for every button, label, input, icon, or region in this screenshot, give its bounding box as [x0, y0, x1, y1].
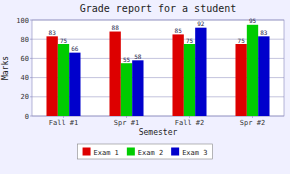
x-tick-label: Fall #2 — [175, 119, 205, 127]
chart-container: Grade report for a student 0 20 40 60 80 100 83… — [0, 0, 290, 174]
x-tick — [63, 116, 64, 118]
bar — [195, 28, 206, 116]
bar — [109, 32, 120, 116]
bars — [46, 25, 269, 116]
legend-label: Exam 2 — [138, 149, 163, 157]
y-axis-label: Marks — [1, 56, 10, 80]
legend-label: Exam 1 — [94, 149, 119, 157]
x-tick — [189, 116, 190, 118]
bar — [69, 53, 80, 116]
data-label: 92 — [197, 20, 205, 27]
bar — [132, 60, 143, 116]
data-label: 55 — [123, 56, 131, 63]
plot-area — [32, 20, 284, 116]
grid-line — [32, 39, 284, 40]
y-tick-label: 60 — [21, 55, 29, 63]
y-tick-label: 20 — [21, 93, 29, 101]
y-tick-label: 40 — [21, 74, 29, 82]
legend-swatch — [83, 148, 91, 156]
bar — [172, 34, 183, 116]
legend: Exam 1 Exam 2 Exam 3 — [78, 144, 213, 159]
data-labels: 838885757555759566589283 — [49, 17, 268, 62]
title: Grade report for a student — [80, 3, 237, 14]
data-label: 75 — [186, 37, 194, 44]
data-label: 83 — [260, 29, 268, 36]
data-label: 83 — [49, 29, 57, 36]
x-tick — [252, 116, 253, 118]
y-tick — [30, 77, 32, 78]
bar — [258, 36, 269, 116]
y-tick — [30, 96, 32, 97]
y-tick — [30, 20, 32, 21]
x-tick — [126, 116, 127, 118]
legend-label: Exam 3 — [182, 149, 207, 157]
x-axis-label: Semester — [139, 128, 178, 137]
bar — [235, 44, 246, 116]
y-tick-label: 100 — [16, 17, 29, 25]
chart-svg: Grade report for a student 0 20 40 60 80 100 83… — [0, 0, 290, 174]
y-tick — [30, 58, 32, 59]
bar — [121, 63, 132, 116]
data-label: 95 — [249, 17, 257, 24]
legend-frame — [78, 144, 213, 159]
bar — [184, 44, 195, 116]
x-tick-label: Spr #2 — [240, 119, 265, 127]
bar — [58, 44, 69, 116]
bar — [46, 36, 57, 116]
bar — [247, 25, 258, 116]
x-tick-label: Spr #1 — [114, 119, 139, 127]
x-tick-label: Fall #1 — [49, 119, 79, 127]
data-label: 75 — [238, 37, 246, 44]
y-tick-label: 80 — [21, 36, 29, 44]
y-tick-label: 0 — [25, 113, 29, 121]
data-label: 66 — [71, 45, 79, 52]
data-label: 85 — [175, 27, 183, 34]
y-tick — [30, 116, 32, 117]
data-label: 58 — [134, 53, 142, 60]
grid-line — [32, 20, 284, 21]
y-tick — [30, 39, 32, 40]
legend-swatch — [171, 148, 179, 156]
data-label: 88 — [112, 24, 120, 31]
data-label: 75 — [60, 37, 68, 44]
legend-swatch — [127, 148, 135, 156]
